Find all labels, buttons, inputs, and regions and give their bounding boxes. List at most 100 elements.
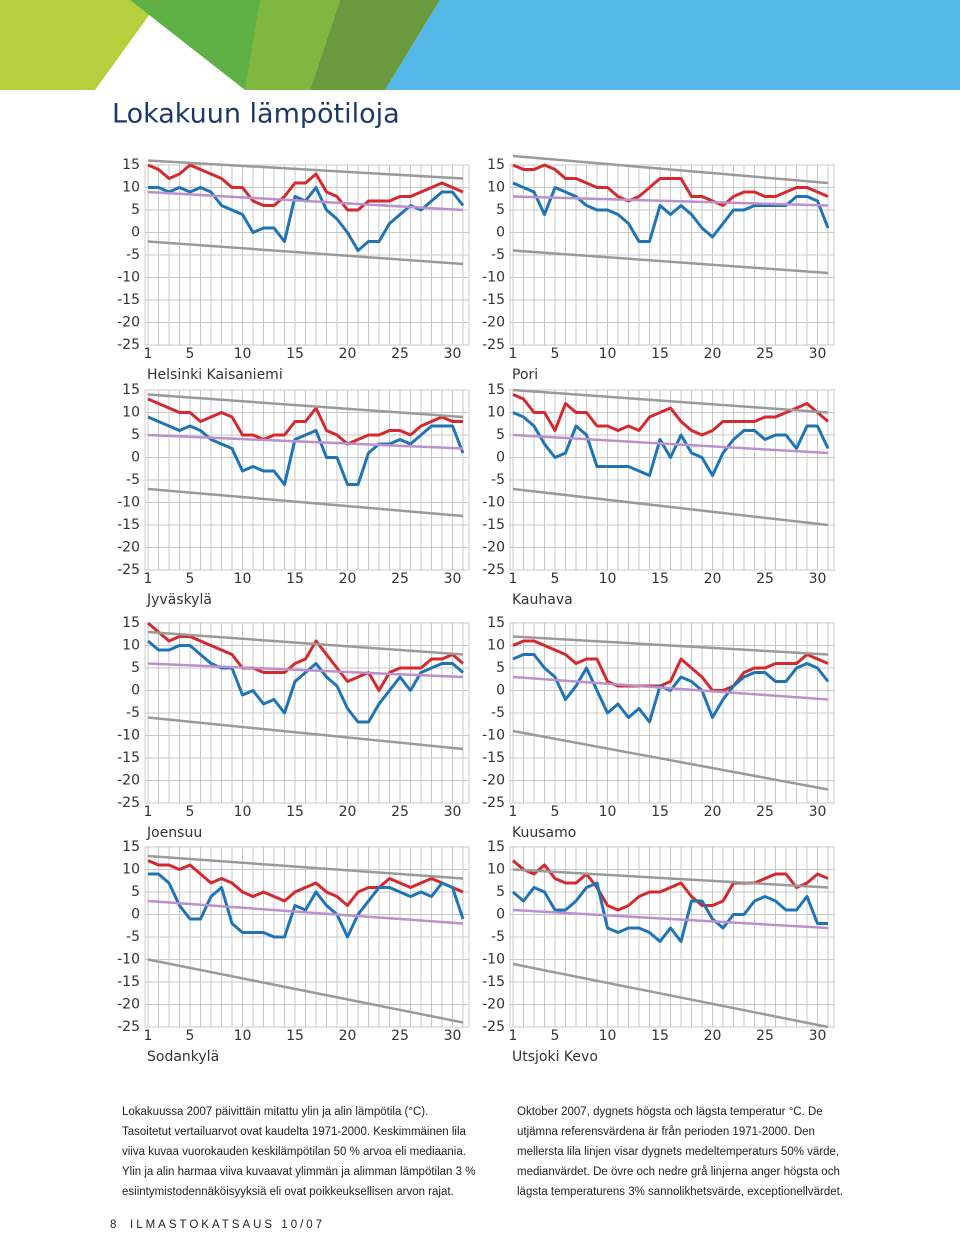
y-tick-label: 5 [131, 202, 140, 218]
x-tick-label: 20 [339, 804, 357, 820]
caption-line: Lokakuussa 2007 päivittäin mitattu ylin … [122, 1106, 428, 1118]
publication: ILMASTOKATSAUS 10/07 [130, 1219, 325, 1231]
temperature-line [512, 639, 829, 692]
x-tick-label: 1 [144, 346, 153, 362]
y-tick-label: -15 [117, 974, 140, 990]
x-tick-label: 30 [444, 804, 462, 820]
y-tick-label: 10 [122, 862, 140, 878]
station-name: Helsinki Kaisaniemi [147, 367, 283, 383]
y-tick-label: -5 [491, 705, 505, 721]
x-tick-label: 10 [234, 346, 252, 362]
decor-band [385, 0, 960, 90]
y-tick-label: -25 [482, 795, 505, 811]
x-tick-label: 10 [234, 804, 252, 820]
caption-line: Ylin ja alin harmaa viiva kuvaavat ylimm… [122, 1166, 475, 1178]
x-tick-label: 15 [286, 1028, 304, 1044]
reference-line [147, 716, 464, 751]
temperature-line [147, 621, 464, 692]
x-tick-label: 15 [651, 571, 669, 587]
decor-band [245, 0, 340, 90]
reference-line [512, 675, 829, 701]
x-tick-label: 30 [809, 571, 827, 587]
temperature-line [148, 872, 465, 939]
x-tick-label: 10 [599, 804, 617, 820]
y-tick-label: -5 [491, 472, 505, 488]
y-tick-label: 0 [496, 450, 505, 466]
temperature-line [512, 163, 829, 207]
y-tick-label: 5 [131, 427, 140, 443]
y-tick-label: 5 [131, 660, 140, 676]
y-tick-label: 10 [487, 862, 505, 878]
y-tick-label: 0 [131, 683, 140, 699]
reference-line [512, 729, 829, 791]
x-tick-label: 20 [339, 571, 357, 587]
y-tick-label: -15 [482, 292, 505, 308]
caption-line: esiintymistodennäköisyyksiä eli ovat poi… [122, 1186, 454, 1198]
y-tick-label: -20 [482, 540, 505, 556]
y-tick-label: 10 [487, 405, 505, 421]
reference-line [512, 868, 829, 889]
y-tick-label: -15 [117, 750, 140, 766]
reference-line [512, 388, 829, 414]
y-tick-label: -10 [482, 270, 505, 286]
x-tick-label: 20 [339, 346, 357, 362]
x-tick-label: 25 [756, 346, 774, 362]
reference-line [147, 240, 464, 266]
x-tick-label: 15 [286, 804, 304, 820]
x-tick-label: 25 [756, 571, 774, 587]
reference-line [512, 487, 829, 527]
x-tick-label: 5 [551, 804, 560, 820]
x-tick-label: 20 [704, 346, 722, 362]
x-tick-label: 15 [286, 571, 304, 587]
reference-line [512, 249, 829, 275]
temperature-line [512, 881, 828, 943]
x-tick-label: 30 [444, 571, 462, 587]
reference-line [512, 154, 829, 185]
y-tick-label: -25 [482, 562, 505, 578]
caption-line: Oktober 2007, dygnets högsta och lägsta … [517, 1106, 823, 1118]
y-tick-label: -10 [482, 952, 505, 968]
caption-line: utjämna referensvärdena är från perioden… [517, 1126, 815, 1138]
reference-line [512, 433, 829, 455]
x-tick-label: 25 [391, 804, 409, 820]
y-tick-label: -20 [117, 773, 140, 789]
reference-line [147, 899, 464, 925]
temperature-line [512, 181, 830, 243]
y-tick-label: -20 [482, 997, 505, 1013]
y-tick-label: -15 [117, 517, 140, 533]
x-tick-label: 10 [599, 1028, 617, 1044]
caption-line: lägsta temperaturens 3% sannolikhetsvärd… [517, 1186, 843, 1198]
x-tick-label: 25 [391, 571, 409, 587]
reference-line [147, 487, 464, 518]
station-name: Utsjoki Kevo [512, 1049, 598, 1065]
station-name: Pori [512, 367, 538, 383]
x-tick-label: 1 [509, 804, 518, 820]
x-tick-label: 15 [651, 1028, 669, 1044]
y-tick-label: 10 [122, 180, 140, 196]
y-tick-label: 0 [131, 225, 140, 241]
y-tick-label: 0 [496, 907, 505, 923]
x-tick-label: 25 [756, 1028, 774, 1044]
y-tick-label: 15 [122, 839, 140, 855]
y-tick-label: -10 [117, 952, 140, 968]
y-tick-label: -5 [126, 705, 140, 721]
station-name: Kuusamo [512, 825, 576, 841]
temperature-line [147, 859, 464, 907]
y-tick-label: -25 [482, 337, 505, 353]
y-tick-label: 15 [487, 839, 505, 855]
y-tick-label: 15 [487, 157, 505, 173]
y-tick-label: -10 [117, 270, 140, 286]
y-tick-label: -20 [482, 773, 505, 789]
x-tick-label: 5 [551, 346, 560, 362]
y-tick-label: -15 [482, 517, 505, 533]
y-tick-label: -5 [126, 929, 140, 945]
y-tick-label: -15 [482, 750, 505, 766]
page-title: Lokakuun lämpötiloja [112, 99, 400, 130]
y-tick-label: 5 [496, 884, 505, 900]
temperature-line [512, 859, 829, 912]
temperature-line [512, 393, 829, 437]
y-tick-label: 5 [131, 884, 140, 900]
decor-band [0, 0, 160, 90]
station-name: Joensuu [146, 825, 202, 841]
